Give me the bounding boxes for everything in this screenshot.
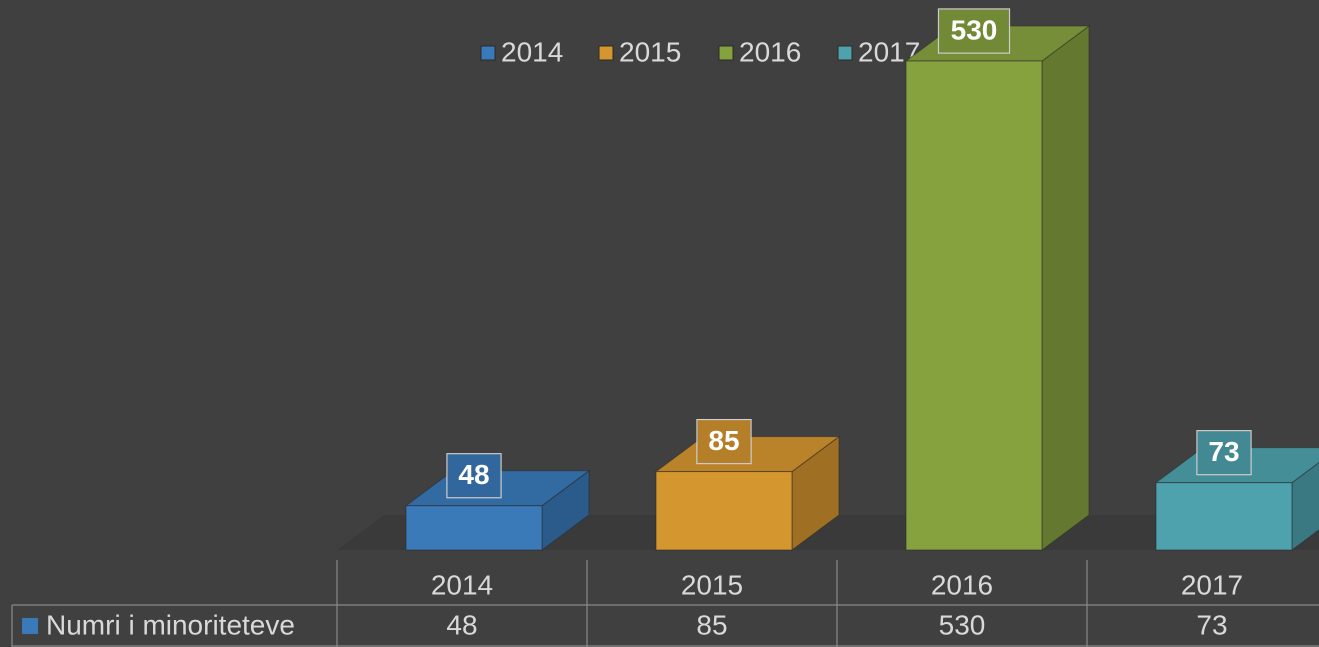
legend-marker — [480, 45, 496, 61]
table-row-label: Numri i minoriteteve — [46, 609, 295, 640]
data-label-box — [1196, 430, 1252, 476]
data-label-shade — [1197, 430, 1251, 475]
table-header: 2015 — [681, 569, 743, 600]
bar-side-shade — [1042, 26, 1089, 550]
table-legend-marker — [22, 618, 38, 634]
data-label-shade — [697, 419, 751, 464]
table-cell: 530 — [939, 609, 986, 640]
table-cell: 85 — [696, 609, 727, 640]
data-label-box — [937, 8, 1011, 54]
table-cell: 48 — [446, 609, 477, 640]
legend-marker — [837, 45, 853, 61]
data-label-box — [696, 418, 752, 465]
data-label: 530 — [951, 14, 998, 45]
bar-side-shade — [792, 436, 839, 550]
table-cell: 73 — [1196, 609, 1227, 640]
bar-front — [905, 60, 1043, 551]
bar-front — [405, 505, 543, 551]
table-header: 2016 — [931, 569, 993, 600]
data-label-shade — [447, 453, 501, 498]
bar-front — [655, 471, 793, 551]
legend-label: 2014 — [501, 36, 563, 67]
data-label-shade — [938, 9, 1010, 53]
data-label-box — [446, 453, 502, 499]
legend-marker — [598, 45, 614, 61]
table-header: 2014 — [431, 569, 493, 600]
bar-side-shade — [1292, 462, 1319, 550]
legend-label: 2016 — [739, 36, 801, 67]
table-header: 2017 — [1181, 569, 1243, 600]
data-label: 73 — [1208, 436, 1239, 467]
legend-label: 2015 — [619, 36, 681, 67]
bar-side-shade — [542, 470, 589, 550]
data-label: 48 — [458, 459, 489, 490]
data-label: 85 — [708, 425, 739, 456]
legend-marker — [718, 45, 734, 61]
bar-front — [1155, 482, 1293, 551]
